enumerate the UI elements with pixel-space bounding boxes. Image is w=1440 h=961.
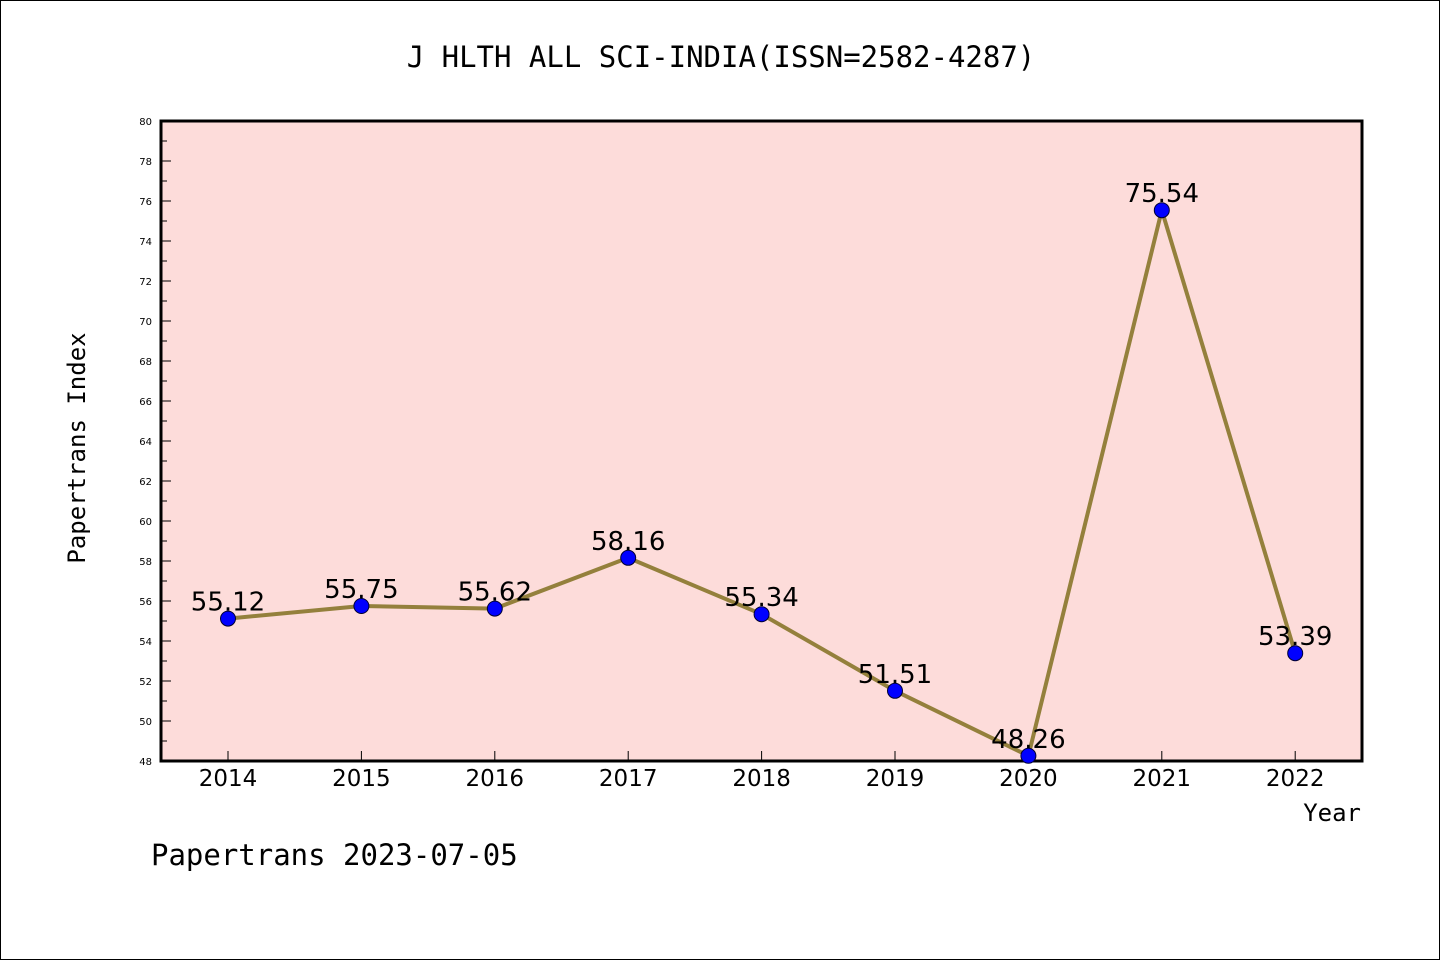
y-tick-label: 50 <box>139 717 152 728</box>
y-tick-label: 70 <box>139 317 152 328</box>
y-axis-label: Papertrans Index <box>63 332 91 563</box>
data-point <box>620 549 637 566</box>
x-tick-label: 2015 <box>332 766 391 792</box>
data-point <box>887 682 903 699</box>
y-tick-label: 76 <box>139 197 152 208</box>
y-tick-label: 56 <box>139 597 152 608</box>
x-axis-label: Year <box>1303 799 1361 827</box>
x-axis: 2014 2015 2016 2017 2018 2019 2020 2021 2022 <box>199 751 1325 792</box>
data-point <box>220 610 236 627</box>
x-tick-label: 2019 <box>866 766 925 792</box>
data-point <box>1287 645 1304 662</box>
data-label: 58.16 <box>591 527 665 557</box>
y-tick-label: 74 <box>139 237 152 248</box>
x-tick-label: 2017 <box>599 766 658 792</box>
x-tick-label: 2016 <box>466 766 525 792</box>
y-tick-label: 66 <box>139 397 152 408</box>
data-label: 53.39 <box>1258 622 1332 652</box>
data-point <box>753 606 770 623</box>
data-point <box>353 598 370 614</box>
y-tick-label: 60 <box>139 517 152 528</box>
data-label: 55.62 <box>458 578 532 608</box>
chart-title: J HLTH ALL SCI-INDIA(ISSN=2582-4287) <box>407 40 1036 74</box>
x-tick-label: 2021 <box>1133 766 1192 792</box>
plot-area <box>159 119 1364 763</box>
x-tick-label: 2014 <box>199 766 258 792</box>
y-tick-label: 64 <box>139 437 152 448</box>
y-tick-label: 68 <box>139 357 152 368</box>
footer-date-stamp: Papertrans 2023-07-05 <box>151 838 518 872</box>
data-label: 75.54 <box>1125 179 1199 209</box>
data-label: 55.34 <box>724 583 798 613</box>
series-index: 55.12 55.75 55.62 58.16 55.34 51.51 48.26 75.54… <box>191 179 1332 764</box>
data-label: 48.26 <box>991 725 1065 755</box>
y-tick-label: 80 <box>139 117 152 128</box>
x-tick-label: 2018 <box>732 766 791 792</box>
y-tick-label: 72 <box>139 277 152 288</box>
data-point <box>486 600 503 617</box>
data-label: 55.12 <box>191 588 265 618</box>
y-tick-label: 54 <box>139 637 152 648</box>
y-tick-label: 58 <box>139 557 152 568</box>
y-axis: 48 50 52 54 56 58 60 62 64 66 68 70 72 74 76 78 80 <box>139 117 171 768</box>
data-point <box>1020 747 1037 764</box>
data-point <box>1153 202 1170 219</box>
data-label: 55.75 <box>324 575 398 605</box>
x-tick-label: 2020 <box>999 766 1058 792</box>
y-tick-label: 62 <box>139 477 152 488</box>
data-label: 51.51 <box>858 660 932 690</box>
y-tick-label: 48 <box>139 757 152 768</box>
x-tick-label: 2022 <box>1266 766 1325 792</box>
y-tick-label: 52 <box>139 677 152 688</box>
y-tick-label: 78 <box>139 157 152 168</box>
